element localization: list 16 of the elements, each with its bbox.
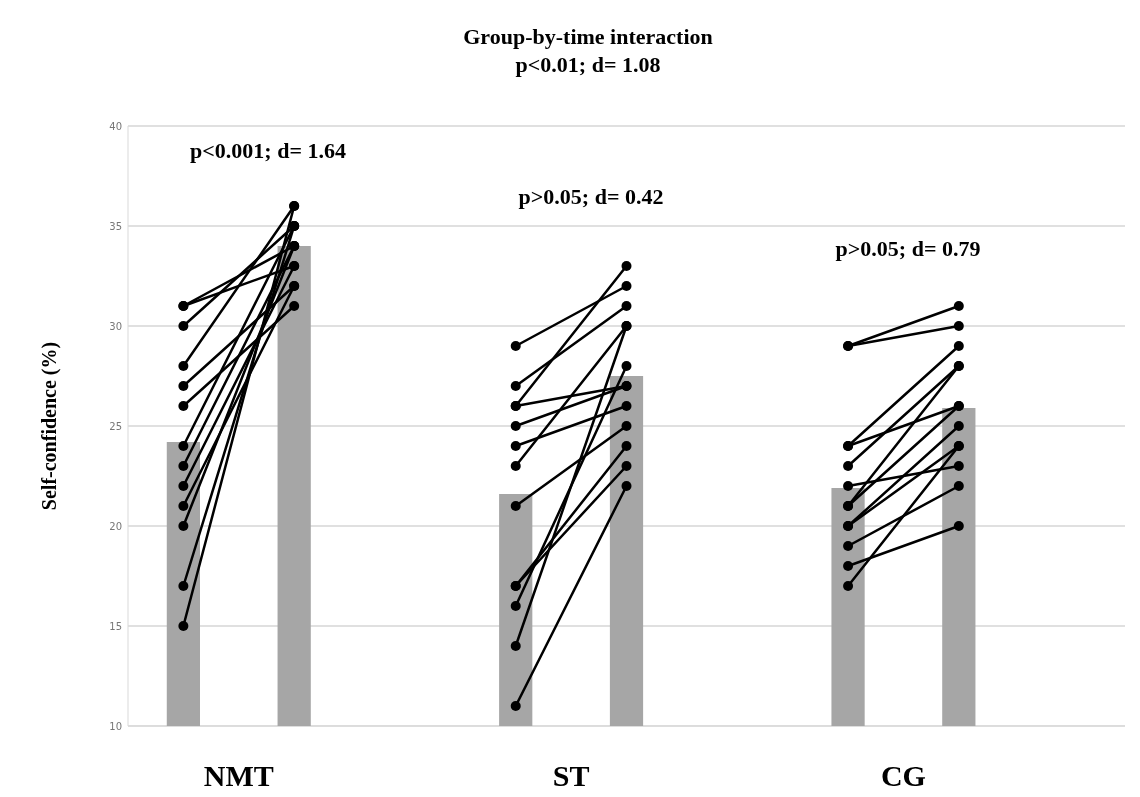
text: CG bbox=[880, 759, 926, 792]
y-tick-label: 40 bbox=[109, 120, 122, 132]
text: ST bbox=[552, 759, 590, 792]
annotation: p>0.05; d= 0.79 bbox=[835, 236, 981, 261]
y-tick-label: 15 bbox=[109, 620, 122, 632]
chart-subtitle: p<0.01; d= 1.08 bbox=[515, 52, 661, 77]
chart-title: Group-by-time interaction bbox=[463, 24, 713, 49]
y-axis-title: Self-confidence (%) bbox=[38, 341, 61, 511]
y-tick-label: 20 bbox=[109, 520, 122, 532]
y-tick-label: 10 bbox=[109, 720, 122, 732]
annotation: p<0.001; d= 1.64 bbox=[190, 138, 346, 163]
y-tick-label: 25 bbox=[109, 420, 122, 432]
annotation: p>0.05; d= 0.42 bbox=[518, 184, 664, 209]
text: NMT bbox=[203, 759, 274, 792]
y-tick-label: 30 bbox=[109, 320, 122, 332]
y-tick-label: 35 bbox=[109, 220, 122, 232]
